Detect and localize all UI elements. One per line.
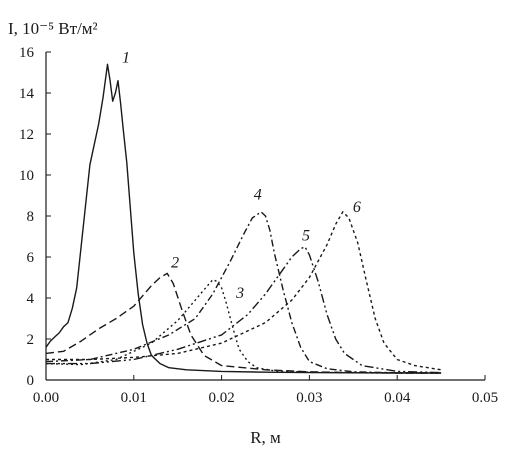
series-label-2: 2 — [171, 254, 179, 271]
y-tick-label: 12 — [19, 127, 34, 143]
series-label-4: 4 — [254, 187, 262, 204]
series-label-1: 1 — [122, 49, 130, 66]
series-labels: 1 2 3 4 5 6 — [122, 49, 361, 302]
x-tick-label: 0.04 — [384, 390, 411, 406]
series-label-5: 5 — [302, 228, 310, 245]
y-tick-label: 4 — [27, 291, 35, 307]
y-tick-label: 8 — [27, 209, 35, 225]
series-label-6: 6 — [353, 199, 361, 216]
y-tick-label: 16 — [19, 45, 35, 61]
x-tick-label: 0.02 — [208, 390, 234, 406]
y-tick-label: 10 — [19, 168, 34, 184]
y-axis-title: I, 10⁻⁵ Вт/м² — [8, 19, 98, 38]
y-ticks: 0 2 4 6 8 10 12 14 16 — [19, 45, 51, 389]
x-tick-label: 0.00 — [33, 390, 59, 406]
x-tick-label: 0.01 — [121, 390, 147, 406]
series-group — [45, 63, 442, 374]
series-label-3: 3 — [235, 285, 244, 302]
x-axis-title: R, м — [250, 428, 281, 447]
series-line-1 — [45, 63, 442, 374]
y-tick-label: 0 — [27, 373, 35, 389]
series-line-4 — [45, 211, 442, 374]
series-line-5 — [46, 246, 442, 374]
x-tick-label: 0.05 — [472, 390, 498, 406]
series-line-3 — [45, 278, 442, 374]
y-tick-label: 14 — [19, 86, 35, 102]
y-tick-label: 2 — [27, 332, 35, 348]
x-tick-label: 0.03 — [296, 390, 322, 406]
y-tick-label: 6 — [27, 250, 35, 266]
x-ticks: 0.00 0.01 0.02 0.03 0.04 0.05 — [33, 375, 498, 406]
series-line-6 — [46, 211, 442, 371]
